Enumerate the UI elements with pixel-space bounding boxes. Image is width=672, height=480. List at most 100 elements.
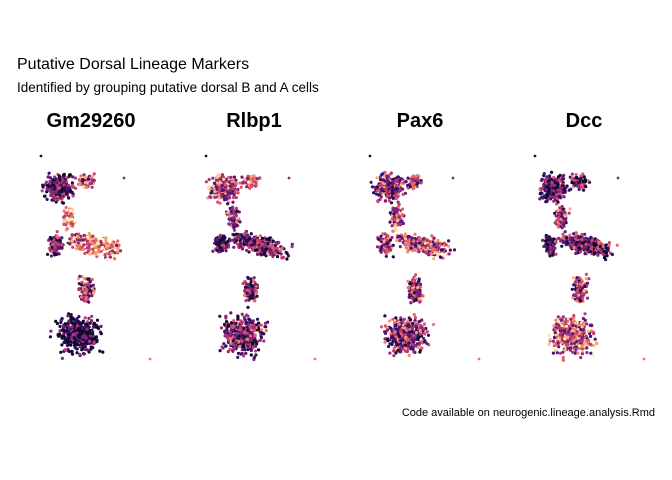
cell-point [218, 187, 222, 191]
cell-point [596, 253, 600, 257]
cell-point [89, 289, 93, 293]
cell-point [242, 343, 246, 347]
cell-point [412, 279, 416, 283]
cell-point [418, 328, 422, 333]
cell-point [71, 222, 75, 226]
cell-point [76, 343, 80, 347]
cell-point [64, 205, 68, 210]
cell-point [77, 339, 81, 343]
cell-point [221, 243, 225, 247]
cell-point [561, 240, 566, 245]
cell-point [380, 187, 384, 191]
cell-point [213, 238, 217, 242]
cell-point [586, 237, 590, 241]
cell-point [229, 175, 233, 179]
cell-point [406, 242, 410, 246]
panel-title-1: Gm29260 [46, 110, 136, 132]
cell-point [46, 184, 50, 188]
cell-point [64, 189, 68, 193]
cell-point [414, 330, 419, 335]
cell-point [242, 236, 246, 240]
cell-point [95, 318, 100, 322]
cell-point [581, 241, 585, 245]
cell-point [395, 219, 399, 223]
cell-point [251, 179, 255, 184]
cell-point [560, 204, 564, 209]
panel-title-2: Rlbp1 [226, 110, 282, 132]
cell-point [387, 199, 391, 203]
cell-point [404, 241, 408, 245]
cell-point [259, 252, 263, 256]
cell-point [412, 345, 416, 349]
cell-point [81, 338, 85, 342]
cell-point [242, 242, 246, 246]
cell-point [104, 239, 108, 243]
cell-point [68, 242, 72, 246]
cell-point [375, 189, 379, 193]
cell-point [85, 323, 89, 327]
umap-panel-4 [533, 154, 646, 362]
cell-point [556, 315, 560, 319]
cell-point [57, 174, 61, 178]
cell-point [225, 197, 229, 201]
cell-point [388, 248, 393, 252]
cell-point [256, 326, 261, 330]
cell-point [579, 280, 583, 284]
cell-point [94, 335, 98, 339]
cell-point [86, 249, 91, 253]
cell-point [573, 178, 577, 182]
cell-point [228, 196, 232, 200]
cell-point [90, 314, 94, 318]
cell-point [215, 175, 219, 179]
cell-point [78, 352, 82, 356]
cell-point [235, 242, 239, 246]
cell-point [439, 255, 443, 259]
cell-point [85, 283, 89, 287]
cell-point [86, 320, 90, 324]
cell-point [401, 207, 405, 211]
cell-point [240, 247, 245, 251]
cell-point [568, 207, 572, 211]
cell-point [54, 242, 58, 246]
cell-point [405, 338, 409, 342]
cell-point [71, 317, 76, 321]
cell-point [555, 197, 560, 201]
cell-point [88, 280, 92, 284]
cell-point [78, 247, 82, 251]
cell-point [258, 330, 262, 334]
cell-point [232, 175, 236, 179]
cell-point [73, 176, 77, 180]
cell-point [80, 348, 84, 352]
cell-point [409, 301, 413, 305]
cell-point [392, 194, 396, 198]
cell-point [105, 241, 109, 246]
cell-point [422, 322, 426, 326]
cell-point [419, 179, 423, 183]
cell-point [58, 238, 62, 242]
cell-point [394, 228, 398, 232]
cell-point [390, 335, 394, 339]
cell-point [69, 189, 73, 193]
cell-point [226, 202, 230, 206]
cell-point [241, 336, 245, 340]
cell-point [425, 239, 429, 243]
cell-point [48, 335, 53, 339]
cell-point [580, 237, 584, 241]
cell-point [593, 251, 597, 255]
cell-point [279, 252, 283, 256]
cell-point [60, 243, 64, 247]
cell-point [414, 248, 418, 252]
cell-point [376, 200, 380, 204]
cell-point [412, 291, 416, 295]
cell-point [383, 199, 388, 203]
cell-point [78, 345, 83, 349]
cell-point [539, 178, 544, 182]
cell-point [382, 182, 386, 186]
cell-point [104, 257, 108, 261]
cell-point [548, 254, 552, 258]
cell-point [71, 175, 75, 179]
cell-point [83, 347, 87, 352]
cell-point [412, 350, 416, 354]
outlier-point [451, 176, 455, 180]
